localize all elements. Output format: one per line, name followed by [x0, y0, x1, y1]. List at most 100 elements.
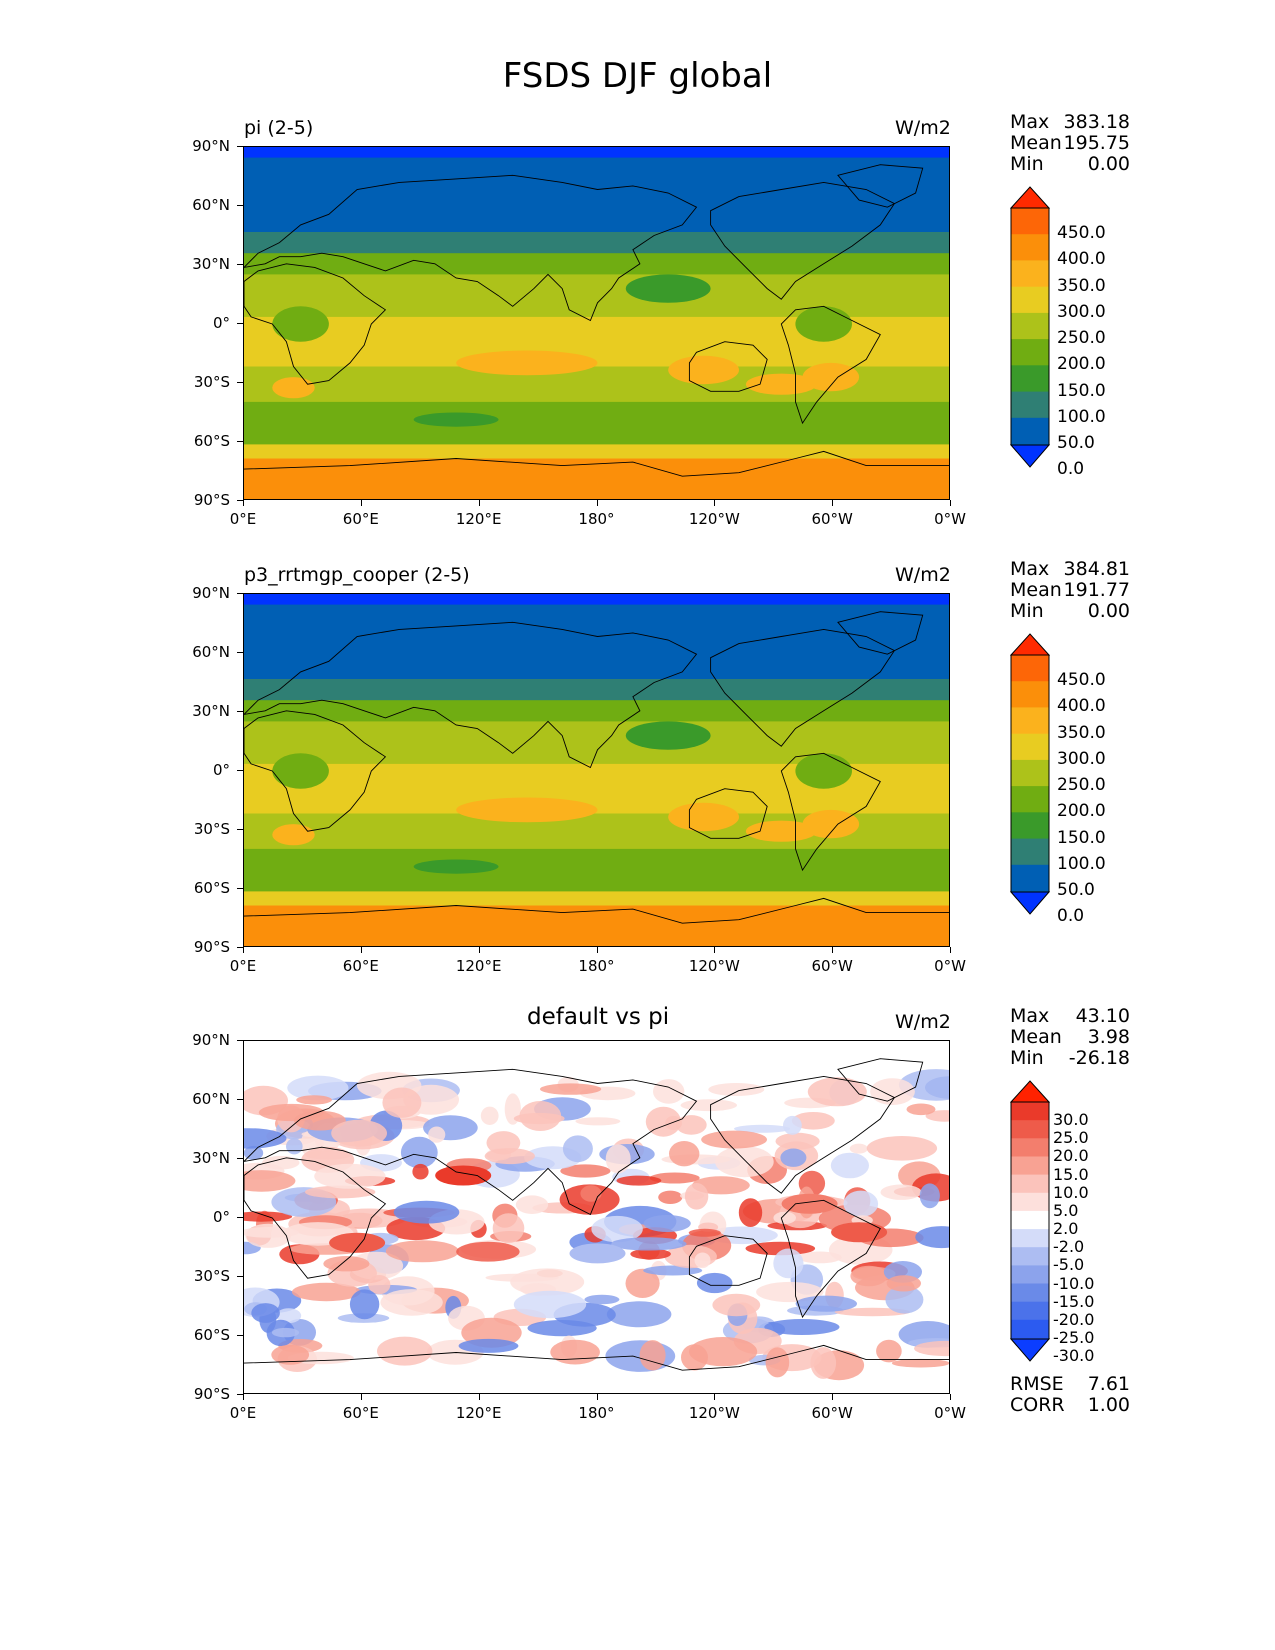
field-blob	[906, 1103, 936, 1116]
lat-tick-mark	[237, 1217, 243, 1218]
field-blob	[807, 1077, 867, 1107]
lat-tick-mark	[237, 829, 243, 830]
colorbar-segment	[1011, 1156, 1049, 1176]
coastline	[837, 164, 924, 208]
lon-tick-mark	[243, 947, 244, 953]
field-blob	[684, 1183, 709, 1210]
lat-tick-mark	[237, 500, 243, 501]
field-blob	[775, 1132, 820, 1150]
field-blob	[886, 1275, 921, 1292]
lat-tick-label: 60°S	[193, 879, 230, 897]
lat-tick-label: 0°	[212, 314, 230, 332]
coastline	[710, 1075, 896, 1194]
colorbar-segment	[1011, 655, 1049, 682]
field-blob	[458, 1338, 519, 1353]
colorbar-label: 50.0	[1057, 880, 1095, 900]
field-band	[244, 274, 949, 318]
colorbar-outline	[1010, 654, 1050, 893]
lat-tick-mark	[237, 205, 243, 206]
lon-tick-mark	[832, 1394, 834, 1400]
field-blob	[694, 1252, 711, 1269]
field-blob	[715, 1146, 774, 1178]
coastline	[780, 305, 881, 425]
lon-tick-label: 180°	[578, 1404, 615, 1422]
lon-tick-label: 180°	[578, 510, 615, 528]
coastline	[244, 621, 698, 769]
map-field	[244, 1041, 949, 1393]
map-field	[244, 147, 949, 499]
field-blob	[849, 1143, 868, 1154]
stat-min-label: Min	[1010, 600, 1044, 622]
field-blob	[797, 1251, 842, 1264]
lat-tick-label: 30°N	[192, 702, 230, 720]
lon-tick-label: 60°W	[811, 1404, 853, 1422]
field-blob	[668, 802, 739, 832]
field-blob	[413, 859, 499, 874]
field-blob	[764, 1319, 840, 1335]
lat-tick-label: 30°S	[193, 1267, 230, 1285]
field-blob	[286, 1138, 303, 1155]
lon-tick-mark	[950, 500, 951, 506]
field-band	[244, 905, 949, 946]
lat-tick-mark	[237, 323, 243, 324]
stat-max-label: Max	[1010, 1005, 1050, 1027]
coastline	[244, 1157, 387, 1279]
field-band	[244, 253, 949, 275]
colorbar-segment	[1011, 864, 1049, 892]
field-blob	[412, 1163, 429, 1180]
field-blob	[575, 1117, 621, 1126]
panel-title: pi (2-5)	[244, 117, 314, 139]
field-blob	[625, 274, 711, 303]
field-blob	[701, 1130, 767, 1149]
lon-tick-label: 0°E	[229, 957, 257, 975]
coastline	[244, 450, 949, 477]
colorbar-segment	[1011, 312, 1049, 340]
field-blob	[914, 1340, 949, 1357]
colorbar-segment	[1011, 1319, 1049, 1339]
colorbar-segment	[1011, 733, 1049, 761]
coastline	[688, 341, 768, 392]
field-blob	[271, 1344, 310, 1365]
field-blob	[540, 1083, 602, 1095]
coastline	[688, 1235, 768, 1286]
field-blob	[919, 1183, 940, 1209]
stat-min-value: 0.00	[1087, 600, 1130, 622]
lon-tick-mark	[478, 1394, 480, 1400]
field-blob	[891, 1358, 949, 1368]
colorbar-label: 0.0	[1057, 906, 1085, 927]
field-blob	[802, 362, 860, 392]
lon-tick-label: 60°E	[342, 1404, 379, 1422]
panel-title: p3_rrtmgp_cooper (2-5)	[244, 564, 470, 586]
field-blob	[831, 1222, 888, 1243]
map-plot-area	[243, 1040, 950, 1394]
lon-tick-mark	[714, 947, 716, 953]
field-blob	[291, 1282, 361, 1302]
lat-tick-mark	[237, 652, 243, 653]
field-band	[244, 604, 949, 680]
stat-max-value: 384.81	[1063, 558, 1130, 580]
field-blob	[513, 1112, 565, 1125]
field-blob	[550, 1339, 600, 1365]
colorbar-label: 400.0	[1057, 249, 1106, 270]
colorbar-outline	[1010, 207, 1050, 446]
field-blob	[349, 1289, 380, 1320]
lon-tick-mark	[596, 947, 598, 953]
lon-tick-mark	[360, 947, 362, 953]
lon-tick-label: 0°E	[229, 1404, 257, 1422]
lon-tick-label: 0°W	[934, 510, 966, 528]
lat-tick-label: 90°N	[192, 584, 230, 602]
colorbar-label: 250.0	[1057, 775, 1106, 796]
coastline	[837, 1058, 924, 1102]
coastline	[710, 628, 896, 747]
field-band	[244, 444, 949, 460]
lon-tick-label: 120°E	[455, 510, 502, 528]
field-blob	[580, 1185, 602, 1202]
lat-tick-label: 0°	[212, 761, 230, 779]
field-blob	[294, 1110, 346, 1131]
colorbar-segment	[1011, 786, 1049, 813]
coastline	[780, 1199, 881, 1319]
stat-mean-value: 195.75	[1063, 132, 1130, 154]
stat-rmse-value: 7.61	[1087, 1373, 1130, 1395]
lon-tick-label: 60°W	[811, 957, 853, 975]
stat-rmse-label: RMSE	[1010, 1373, 1064, 1395]
